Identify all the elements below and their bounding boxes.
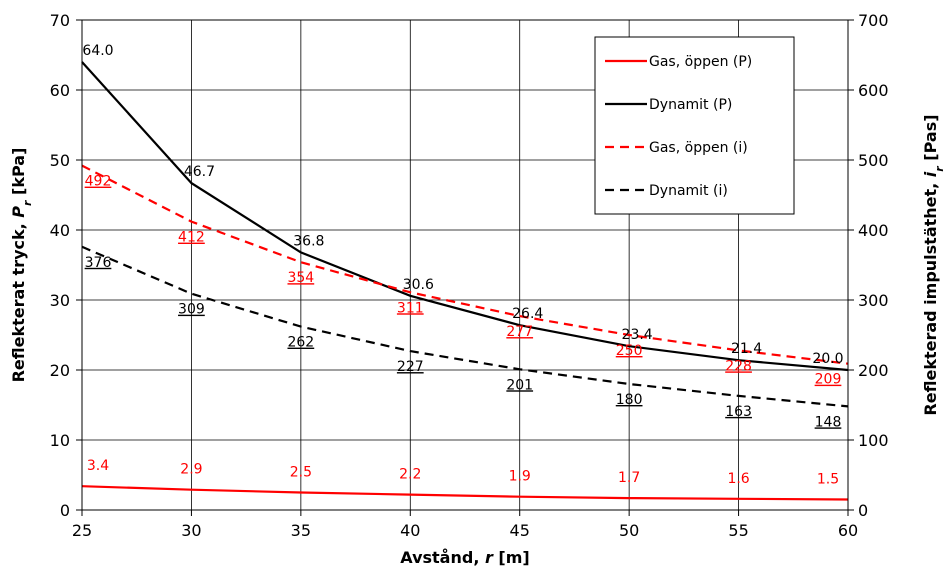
data-label: 412 — [178, 230, 205, 246]
legend-box — [594, 36, 795, 215]
data-label: 148 — [815, 414, 842, 430]
y-left-tick-label: 50 — [50, 151, 70, 170]
data-label: 3.4 — [87, 458, 109, 474]
data-label: 46.7 — [184, 164, 215, 180]
data-label: 1.6 — [727, 471, 749, 487]
series-line — [81, 164, 849, 365]
x-tick-label: 40 — [400, 521, 420, 540]
data-label: 354 — [287, 270, 314, 286]
data-label: 2.5 — [290, 465, 312, 481]
y-right-tick-label: 600 — [858, 81, 889, 100]
x-tick-label: 35 — [291, 521, 311, 540]
y-left-tick-label: 40 — [50, 221, 70, 240]
data-label: 20.0 — [812, 351, 843, 367]
data-label: 163 — [725, 404, 752, 420]
data-labels: 3.4 2.9 2.5 2.2 1.9 1.7 1.6 1.5 64.0 46.7 36.8 30.6… — [82, 43, 843, 488]
data-label: 1.7 — [618, 470, 640, 486]
data-label: 311 — [397, 300, 424, 316]
x-tick-label: 50 — [619, 521, 639, 540]
x-tick-label: 30 — [181, 521, 201, 540]
series-line — [81, 485, 849, 501]
data-label: 2.9 — [180, 462, 202, 478]
data-label: 36.8 — [293, 233, 324, 249]
data-label: 1.5 — [817, 472, 839, 488]
y-right-tick-label: 700 — [858, 11, 889, 30]
data-label: 492 — [85, 174, 112, 190]
data-label: 309 — [178, 302, 205, 318]
x-tick-label: 45 — [510, 521, 530, 540]
y-left-tick-label: 60 — [50, 81, 70, 100]
legend-label: Gas, öppen (i) — [649, 140, 748, 156]
y-left-tick-label: 0 — [60, 501, 70, 520]
x-tick-label: 25 — [72, 521, 92, 540]
y-left-tick-label: 30 — [50, 291, 70, 310]
data-label: 180 — [616, 392, 643, 408]
y-right-tick-label: 100 — [858, 431, 889, 450]
data-label: 376 — [85, 255, 112, 271]
series-lines — [81, 61, 849, 501]
ticks: 25 30 35 40 45 50 55 60010203040506070010020030… — [50, 11, 889, 540]
y-right-tick-label: 0 — [858, 501, 868, 520]
plot-frame — [81, 19, 849, 511]
legend-label: Dynamit (i) — [649, 183, 728, 199]
y-right-tick-label: 400 — [858, 221, 889, 240]
y-right-tick-label: 500 — [858, 151, 889, 170]
data-label: 227 — [397, 359, 424, 375]
legend: Gas, öppen (P) Dynamit (P) Gas, öppen (i) D… — [594, 36, 795, 215]
y-left-axis-title: Reflekterat tryck, Pr [kPa] — [9, 148, 34, 383]
x-axis-title: Avstånd, r [m] — [400, 548, 529, 567]
data-label: 250 — [616, 343, 643, 359]
legend-label: Gas, öppen (P) — [649, 54, 752, 70]
series-line — [81, 61, 849, 372]
data-label: 2.2 — [399, 467, 421, 483]
y-left-tick-label: 20 — [50, 361, 70, 380]
axis-titles: Avstånd, r [m] Reflekterat tryck, Pr [kPa… — [9, 114, 946, 567]
data-label: 23.4 — [622, 327, 653, 343]
y-left-tick-label: 70 — [50, 11, 70, 30]
legend-label: Dynamit (P) — [649, 97, 732, 113]
data-label: 228 — [725, 358, 752, 374]
x-tick-label: 55 — [728, 521, 748, 540]
data-label: 277 — [506, 324, 533, 340]
x-tick-label: 60 — [838, 521, 858, 540]
y-right-axis-title: Reflekterad impulstäthet, ir [Pas] — [921, 114, 946, 415]
y-right-tick-label: 200 — [858, 361, 889, 380]
data-label: 262 — [287, 335, 314, 351]
data-label: 21.4 — [731, 341, 762, 357]
data-label: 26.4 — [512, 306, 543, 322]
data-label: 30.6 — [403, 277, 434, 293]
data-label: 209 — [815, 372, 842, 388]
y-left-tick-label: 10 — [50, 431, 70, 450]
y-right-tick-label: 300 — [858, 291, 889, 310]
series-line — [81, 245, 849, 408]
data-label: 64.0 — [82, 43, 113, 59]
data-label: 1.9 — [509, 469, 531, 485]
data-label: 201 — [506, 377, 533, 393]
